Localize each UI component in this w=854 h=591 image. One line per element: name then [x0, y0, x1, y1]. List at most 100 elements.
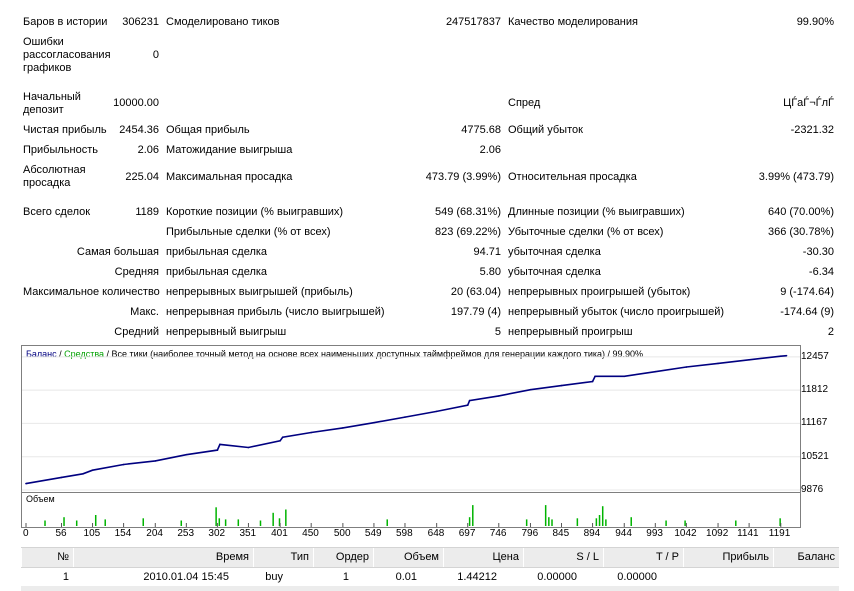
col-number: № [21, 548, 73, 567]
maxnum-wins-label: непрерывных выигрышей (прибыль) [166, 286, 353, 298]
short-label: Короткие позиции (% выигравших) [166, 206, 344, 218]
balance-point [216, 449, 219, 451]
col-price: Цена [443, 548, 523, 567]
abs-dd-value: 225.04 [125, 171, 159, 183]
x-tick-label: 1141 [737, 528, 759, 539]
balance-point [594, 375, 596, 378]
avgcons-losses-value: 2 [827, 326, 834, 338]
volume-bar [544, 505, 547, 526]
balance-point [779, 355, 782, 357]
x-tick-label: 401 [271, 528, 288, 539]
x-tick-label: 993 [646, 528, 663, 539]
balance-point [717, 362, 719, 365]
volume-chart: Объем [21, 492, 801, 528]
volume-bar [237, 519, 240, 526]
balance-point [279, 439, 281, 442]
avgcons-losses-label: непрерывный проигрыш [508, 326, 633, 338]
balance-point [497, 395, 500, 397]
volume-bar [598, 515, 601, 526]
volume-bar [104, 519, 106, 526]
legend-description: / Все тики (наиболее точный метод на осн… [104, 349, 644, 359]
x-tick-label: 450 [302, 528, 319, 539]
volume-bar [94, 515, 97, 526]
max-dd-label: Максимальная просадка [166, 171, 293, 183]
spread-value: ЦЃаЃ¬ЃлЃ [783, 97, 834, 109]
x-tick-label: 894 [583, 528, 601, 539]
col-balance: Баланс [773, 548, 839, 567]
avgcons-wins-value: 5 [494, 326, 501, 338]
gross-profit-label: Общая прибыль [166, 124, 250, 136]
average-label: Средняя [114, 266, 159, 278]
balance-point [60, 476, 63, 479]
row-volume: 0.01 [395, 571, 417, 583]
avgcons-wins-label: непрерывный выигрыш [166, 326, 287, 338]
y-tick-label: 11812 [801, 384, 829, 396]
x-tick-label: 549 [364, 528, 382, 539]
volume-bar [259, 520, 262, 526]
ticks-value: 247517837 [445, 16, 501, 28]
balance-series-line [25, 354, 787, 485]
short-value: 549 (68.31%) [434, 206, 501, 218]
maxamt-label: Макс. [130, 306, 159, 318]
x-tick-label: 598 [395, 528, 413, 539]
maxnum-losses-label: непрерывных проигрышей (убыток) [508, 286, 691, 298]
volume-bar [601, 506, 604, 526]
volume-bar [285, 509, 287, 526]
maxnum-losses-value: 9 (-174.64) [780, 286, 834, 298]
gross-profit-value: 4775.68 [461, 124, 501, 136]
balance-point [560, 384, 563, 387]
balance-chart: Баланс / Средства / Все тики (наиболее т… [21, 345, 801, 493]
long-label: Длинные позиции (% выигравших) [508, 206, 685, 218]
payoff-value: 2.06 [479, 144, 501, 156]
x-tick-label: 1092 [706, 528, 729, 539]
maxamt-loss-label: непрерывный убыток (число проигрышей) [508, 306, 725, 318]
maxamt-loss-value: -174.64 (9) [780, 306, 834, 318]
quality-label: Качество моделирования [508, 16, 638, 28]
volume-bar [779, 518, 781, 526]
row-order: 1 [342, 571, 349, 583]
maxnum-wins-value: 20 (63.04) [450, 286, 501, 298]
balance-point [373, 421, 375, 424]
col-profit: Прибыль [683, 548, 773, 567]
row-tp: 0.00000 [617, 571, 657, 583]
row-time: 2010.01.04 15:45 [143, 571, 229, 583]
balance-point [185, 453, 188, 456]
trades-table-header: № Время Тип Ордер Объем Цена S / L T / P… [21, 547, 839, 568]
profit-trades-label: Прибыльные сделки (% от всех) [166, 226, 331, 238]
loss-trades-value: 366 (30.78%) [767, 226, 834, 238]
largest-profit-value: 94.71 [473, 246, 501, 258]
table-next-row [21, 586, 839, 591]
x-tick-label: 56 [55, 528, 67, 539]
volume-bar [278, 518, 281, 526]
balance-plot [22, 354, 800, 491]
y-tick-label: 11167 [801, 417, 828, 429]
x-tick-label: 746 [489, 528, 507, 539]
x-tick-label: 204 [146, 528, 163, 539]
bars-label: Баров в истории [23, 16, 108, 28]
pf-label: Прибыльность [23, 144, 98, 156]
abs-dd-label: Абсолютная просадка [23, 164, 86, 189]
x-tick-label: 845 [552, 528, 570, 539]
chart-legend: Баланс / Средства / Все тики (наиболее т… [26, 349, 643, 360]
balance-point [466, 404, 469, 406]
balance-point [591, 380, 594, 383]
gross-loss-label: Общий убыток [508, 124, 583, 136]
col-sl: S / L [523, 548, 603, 567]
avg-profit-label: прибыльная сделка [166, 266, 268, 278]
volume-bar [44, 520, 46, 526]
legend-balance: Баланс [26, 349, 57, 359]
deposit-value: 10000.00 [113, 97, 159, 109]
payoff-label: Матожидание выигрыша [166, 144, 293, 156]
balance-point [785, 354, 788, 357]
row-type: buy [265, 571, 283, 583]
volume-bar [735, 520, 737, 526]
volume-bar [215, 507, 217, 526]
col-order: Ордер [313, 548, 373, 567]
bars-value: 306231 [122, 16, 159, 28]
total-value: 1189 [135, 206, 159, 218]
avgcons-label: Средний [114, 326, 159, 338]
y-tick-label: 10521 [801, 450, 829, 462]
x-tick-label: 944 [615, 528, 632, 539]
largest-loss-label: убыточная сделка [508, 246, 601, 258]
avg-profit-value: 5.80 [479, 266, 501, 278]
